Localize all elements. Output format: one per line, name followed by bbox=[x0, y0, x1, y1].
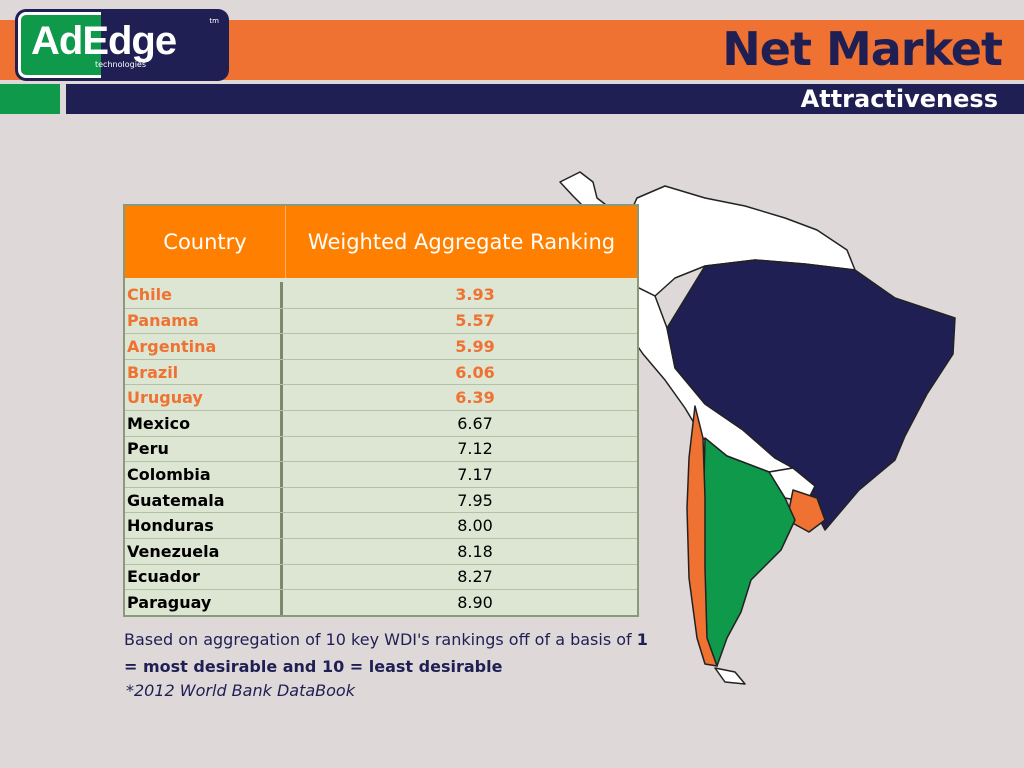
logo-subtext: technologies bbox=[95, 60, 146, 69]
table-row: Brazil 6.06 bbox=[125, 358, 637, 385]
country-cell: Guatemala bbox=[125, 487, 283, 513]
header-country: Country bbox=[125, 206, 286, 278]
south-america-map bbox=[559, 171, 956, 685]
table-row: Ecuador 8.27 bbox=[125, 563, 637, 590]
logo-navy-panel bbox=[101, 12, 226, 78]
accent-strip-green bbox=[0, 84, 60, 114]
ranking-cell: 6.39 bbox=[455, 388, 495, 408]
country-cell: Panama bbox=[125, 308, 283, 334]
header-ranking: Weighted Aggregate Ranking bbox=[307, 230, 616, 254]
ranking-cell: 3.93 bbox=[455, 285, 495, 305]
table-row: Paraguay 8.90 bbox=[125, 589, 637, 615]
country-cell: Paraguay bbox=[125, 590, 283, 615]
ranking-cell: 7.17 bbox=[457, 464, 493, 484]
page-title: Net Market bbox=[722, 22, 1003, 76]
ranking-cell: 8.27 bbox=[457, 567, 493, 587]
country-cell: Venezuela bbox=[125, 538, 283, 564]
ranking-cell: 5.99 bbox=[455, 336, 495, 356]
country-cell: Chile bbox=[125, 282, 283, 308]
table-row: Argentina 5.99 bbox=[125, 333, 637, 359]
ranking-cell: 8.18 bbox=[457, 541, 493, 561]
country-cell: Uruguay bbox=[125, 385, 283, 410]
ranking-table: Country Weighted Aggregate Ranking Chile… bbox=[123, 204, 639, 617]
ranking-cell: 7.12 bbox=[457, 439, 493, 459]
ranking-cell: 5.57 bbox=[455, 311, 495, 331]
map-region-chile bbox=[686, 405, 718, 667]
methodology-note: Based on aggregation of 10 key WDI's ran… bbox=[124, 626, 664, 680]
logo-text: AdEdge bbox=[31, 19, 177, 63]
table-body: Chile 3.93 Panama 5.57 Argentina 5.99 Brazi… bbox=[125, 278, 637, 615]
subtitle-bar bbox=[66, 84, 1024, 114]
table-row: Peru 7.12 bbox=[125, 435, 637, 462]
note-bold-text: 1 = most desirable and 10 = least desira… bbox=[124, 630, 648, 676]
table-row: Chile 3.93 bbox=[125, 282, 637, 308]
page-subtitle: Attractiveness bbox=[800, 85, 998, 113]
table-row: Honduras 8.00 bbox=[125, 512, 637, 538]
source-citation: *2012 World Bank DataBook bbox=[126, 681, 355, 700]
country-cell: Mexico bbox=[125, 410, 283, 436]
ranking-cell: 8.90 bbox=[457, 592, 493, 612]
ranking-cell: 6.06 bbox=[455, 362, 495, 382]
table-row: Venezuela 8.18 bbox=[125, 537, 637, 564]
country-cell: Ecuador bbox=[125, 564, 283, 590]
logo-trademark: tm bbox=[209, 17, 219, 25]
ranking-cell: 6.67 bbox=[457, 413, 493, 433]
ranking-cell: 8.00 bbox=[457, 516, 493, 536]
map-region-tierra-del-fuego bbox=[714, 667, 746, 685]
table-row: Uruguay 6.39 bbox=[125, 384, 637, 410]
country-cell: Brazil bbox=[125, 359, 283, 385]
table-row: Mexico 6.67 bbox=[125, 409, 637, 436]
table-row: Panama 5.57 bbox=[125, 307, 637, 334]
map-region-brazil bbox=[666, 259, 956, 531]
adedge-logo: AdEdge technologies tm bbox=[18, 12, 226, 78]
table-header: Country Weighted Aggregate Ranking bbox=[125, 206, 637, 278]
country-cell: Peru bbox=[125, 436, 283, 462]
country-cell: Argentina bbox=[125, 334, 283, 359]
table-row: Guatemala 7.95 bbox=[125, 486, 637, 513]
country-cell: Colombia bbox=[125, 462, 283, 487]
note-text: Based on aggregation of 10 key WDI's ran… bbox=[124, 630, 637, 649]
country-cell: Honduras bbox=[125, 513, 283, 538]
ranking-cell: 7.95 bbox=[457, 490, 493, 510]
table-row: Colombia 7.17 bbox=[125, 461, 637, 487]
